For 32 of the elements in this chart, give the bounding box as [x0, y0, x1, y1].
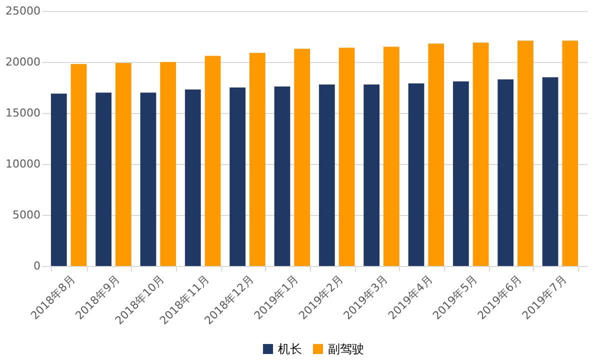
- bar: [383, 46, 400, 266]
- legend-label: 机长: [278, 342, 302, 356]
- bar: [364, 84, 380, 266]
- y-tick-label: 10000: [6, 158, 40, 170]
- bar: [472, 42, 489, 266]
- bar: [294, 48, 310, 266]
- bar: [498, 79, 514, 266]
- bar: [50, 94, 67, 266]
- legend-label: 副驾驶: [328, 342, 364, 356]
- bar: [562, 40, 578, 266]
- bar: [338, 48, 355, 266]
- bar: [428, 44, 444, 266]
- bar: [70, 64, 87, 266]
- bar: [542, 77, 558, 266]
- bar: [518, 40, 534, 266]
- bar: [96, 92, 112, 266]
- bar: [204, 56, 221, 266]
- bar: [140, 92, 156, 266]
- bar: [184, 90, 201, 266]
- y-tick-label: 25000: [6, 4, 40, 18]
- bar: [230, 88, 246, 266]
- y-tick-label: 15000: [6, 106, 40, 120]
- bar: [249, 52, 266, 266]
- bar: [274, 86, 290, 266]
- bar: [115, 63, 132, 266]
- y-tick-label: 5000: [12, 208, 40, 222]
- bar: [160, 62, 176, 266]
- y-tick-label: 20000: [6, 56, 40, 68]
- bar: [318, 84, 335, 266]
- bar: [408, 83, 424, 266]
- bar: [452, 81, 469, 266]
- y-tick-label: 0: [34, 260, 40, 272]
